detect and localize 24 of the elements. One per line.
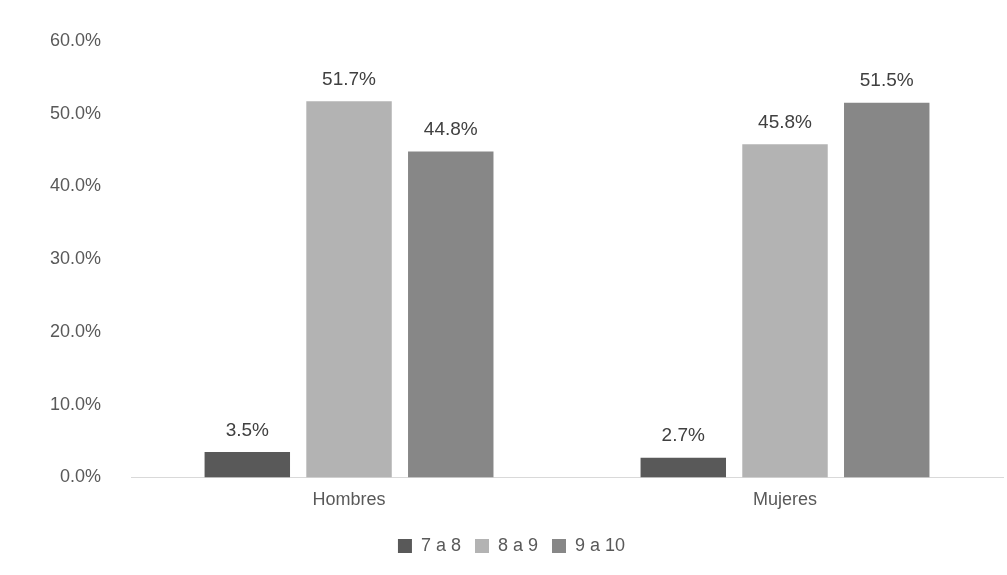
bar: [204, 451, 291, 478]
data-label: 45.8%: [758, 110, 813, 132]
y-tick-label: 40.0%: [49, 175, 102, 196]
bar: [742, 144, 828, 478]
bar: [306, 101, 392, 478]
bar: [640, 457, 727, 478]
y-tick-label: 50.0%: [49, 102, 102, 123]
data-label: 44.8%: [423, 118, 478, 140]
data-label: 2.7%: [661, 424, 706, 446]
bar: [408, 151, 494, 478]
x-tick-label: Hombres: [312, 489, 386, 510]
legend-label: 9 a 10: [575, 534, 626, 555]
data-label: 51.7%: [322, 67, 377, 89]
data-label: 51.5%: [859, 69, 914, 91]
y-tick-label: 0.0%: [60, 466, 102, 487]
bar: [844, 102, 930, 478]
x-tick-label: Mujeres: [752, 489, 818, 510]
y-tick-label: 10.0%: [49, 393, 102, 414]
y-tick-label: 60.0%: [49, 29, 102, 50]
y-tick-label: 20.0%: [49, 320, 102, 341]
data-label: 3.5%: [225, 418, 270, 440]
legend-label: 8 a 9: [497, 534, 539, 555]
legend-label: 7 a 8: [420, 534, 461, 555]
y-tick-label: 30.0%: [49, 248, 102, 269]
